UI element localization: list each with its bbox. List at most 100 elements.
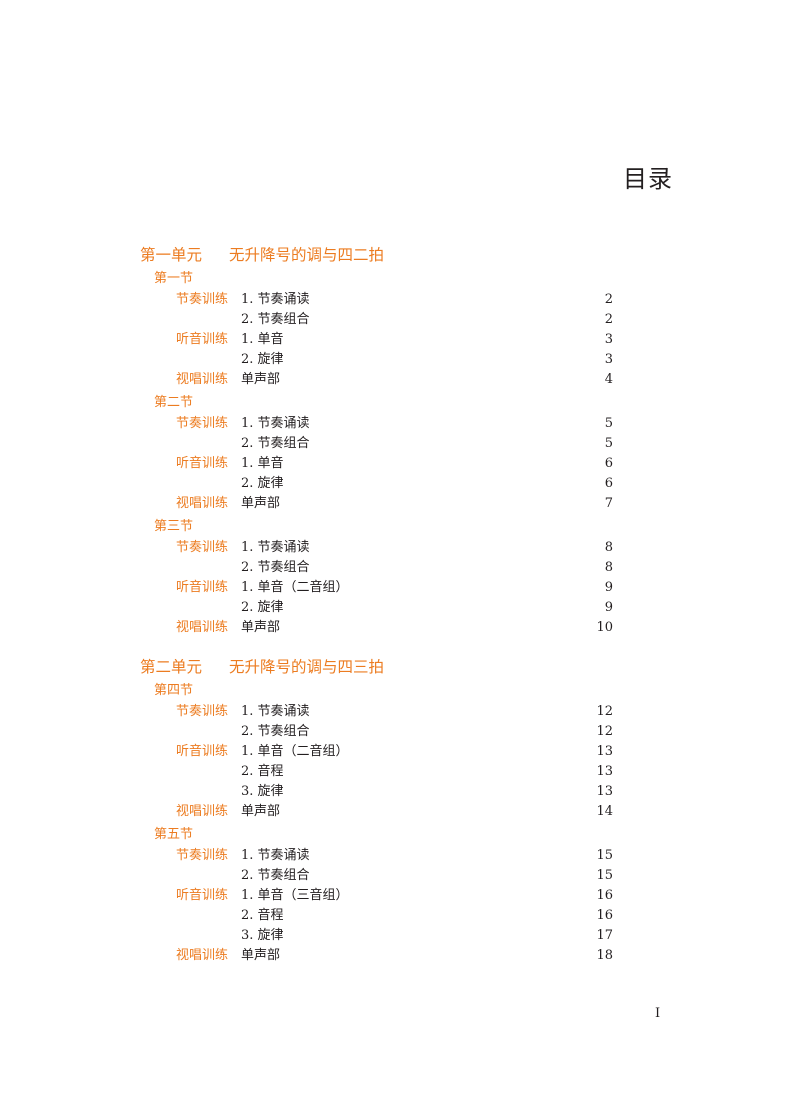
toc-item-label: 2. 节奏组合 <box>241 560 310 575</box>
toc-entry[interactable]: 2. 旋律 3 <box>0 350 800 370</box>
toc-page-number: 12 <box>596 704 613 719</box>
toc-item-label: 2. 节奏组合 <box>241 724 310 739</box>
toc-item-label: 单声部 <box>241 804 281 819</box>
toc-entry[interactable]: 3. 旋律 13 <box>0 782 800 802</box>
toc-entry[interactable]: 视唱训练 单声部 14 <box>0 802 800 822</box>
toc-category: 视唱训练 <box>175 372 228 387</box>
toc-category: 听音训练 <box>175 744 228 759</box>
table-of-contents: 第一单元 无升降号的调与四二拍 第一节 节奏训练 1. 节奏诵读 2 2. 节奏组合 2 听音训… <box>0 242 800 968</box>
section-title: 第五节 <box>154 827 194 842</box>
toc-page-number: 16 <box>596 888 613 903</box>
toc-item-label: 单声部 <box>241 496 281 511</box>
toc-page-number: 13 <box>596 744 613 759</box>
toc-entry[interactable]: 视唱训练 单声部 18 <box>0 946 800 966</box>
toc-category: 节奏训练 <box>175 416 228 431</box>
toc-entry[interactable]: 2. 旋律 9 <box>0 598 800 618</box>
toc-item-label: 2. 音程 <box>241 764 284 779</box>
toc-entry[interactable]: 节奏训练 1. 节奏诵读 15 <box>0 846 800 866</box>
toc-category: 视唱训练 <box>175 804 228 819</box>
toc-category: 视唱训练 <box>175 948 228 963</box>
section-title: 第四节 <box>154 683 194 698</box>
toc-entry[interactable]: 2. 旋律 6 <box>0 474 800 494</box>
toc-item-label: 1. 节奏诵读 <box>241 848 310 863</box>
toc-item-label: 单声部 <box>241 372 281 387</box>
section-heading[interactable]: 第三节 <box>0 516 800 538</box>
toc-page-number: 15 <box>596 868 613 883</box>
toc-page-number: 14 <box>596 804 613 819</box>
toc-entry[interactable]: 2. 音程 13 <box>0 762 800 782</box>
toc-page-number: 9 <box>604 580 613 595</box>
section-heading[interactable]: 第二节 <box>0 392 800 414</box>
toc-item-label: 1. 节奏诵读 <box>241 416 310 431</box>
unit-number: 第一单元 <box>140 246 203 264</box>
unit-heading[interactable]: 第二单元 无升降号的调与四三拍 <box>0 654 800 680</box>
toc-category: 节奏训练 <box>175 704 228 719</box>
toc-page-number: 2 <box>604 292 613 307</box>
toc-category: 听音训练 <box>175 580 228 595</box>
toc-item-label: 单声部 <box>241 620 281 635</box>
toc-item-label: 1. 单音（二音组） <box>241 580 349 595</box>
toc-item-label: 2. 旋律 <box>241 600 284 615</box>
toc-entry[interactable]: 听音训练 1. 单音 6 <box>0 454 800 474</box>
toc-page-number: 3 <box>604 352 613 367</box>
toc-item-label: 2. 音程 <box>241 908 284 923</box>
toc-entry[interactable]: 节奏训练 1. 节奏诵读 2 <box>0 290 800 310</box>
toc-entry[interactable]: 听音训练 1. 单音（三音组） 16 <box>0 886 800 906</box>
toc-entry[interactable]: 2. 节奏组合 12 <box>0 722 800 742</box>
section-heading[interactable]: 第四节 <box>0 680 800 702</box>
toc-entry[interactable]: 节奏训练 1. 节奏诵读 8 <box>0 538 800 558</box>
toc-entry[interactable]: 3. 旋律 17 <box>0 926 800 946</box>
toc-item-label: 单声部 <box>241 948 281 963</box>
toc-item-label: 2. 节奏组合 <box>241 312 310 327</box>
toc-entry[interactable]: 视唱训练 单声部 4 <box>0 370 800 390</box>
toc-page-number: 17 <box>596 928 613 943</box>
toc-item-label: 2. 旋律 <box>241 476 284 491</box>
toc-item-label: 2. 节奏组合 <box>241 436 310 451</box>
unit-heading[interactable]: 第一单元 无升降号的调与四二拍 <box>0 242 800 268</box>
toc-category: 视唱训练 <box>175 496 228 511</box>
toc-entry[interactable]: 节奏训练 1. 节奏诵读 5 <box>0 414 800 434</box>
toc-page-number: 5 <box>604 436 613 451</box>
toc-page-number: 5 <box>604 416 613 431</box>
section-title: 第二节 <box>154 395 194 410</box>
toc-item-label: 3. 旋律 <box>241 928 284 943</box>
toc-entry[interactable]: 听音训练 1. 单音 3 <box>0 330 800 350</box>
toc-item-label: 1. 节奏诵读 <box>241 704 310 719</box>
toc-entry[interactable]: 2. 节奏组合 8 <box>0 558 800 578</box>
section-title: 第一节 <box>154 271 194 286</box>
toc-entry[interactable]: 节奏训练 1. 节奏诵读 12 <box>0 702 800 722</box>
toc-page-number: 15 <box>596 848 613 863</box>
toc-entry[interactable]: 听音训练 1. 单音（二音组） 9 <box>0 578 800 598</box>
toc-category: 节奏训练 <box>175 848 228 863</box>
toc-entry[interactable]: 2. 节奏组合 15 <box>0 866 800 886</box>
toc-item-label: 2. 旋律 <box>241 352 284 367</box>
toc-category: 节奏训练 <box>175 540 228 555</box>
toc-entry[interactable]: 2. 节奏组合 5 <box>0 434 800 454</box>
toc-page-number: 12 <box>596 724 613 739</box>
toc-entry[interactable]: 2. 音程 16 <box>0 906 800 926</box>
toc-page-number: 6 <box>604 476 613 491</box>
section-heading[interactable]: 第一节 <box>0 268 800 290</box>
toc-page-number: 6 <box>604 456 613 471</box>
toc-item-label: 1. 单音（二音组） <box>241 744 349 759</box>
toc-page-number: 4 <box>604 372 613 387</box>
toc-entry[interactable]: 2. 节奏组合 2 <box>0 310 800 330</box>
toc-page-number: 8 <box>604 540 613 555</box>
toc-category: 听音训练 <box>175 456 228 471</box>
toc-item-label: 1. 单音（三音组） <box>241 888 349 903</box>
toc-entry[interactable]: 听音训练 1. 单音（二音组） 13 <box>0 742 800 762</box>
unit-title: 无升降号的调与四三拍 <box>229 658 385 676</box>
toc-entry[interactable]: 视唱训练 单声部 10 <box>0 618 800 638</box>
unit-title: 无升降号的调与四二拍 <box>229 246 385 264</box>
section-heading[interactable]: 第五节 <box>0 824 800 846</box>
section-title: 第三节 <box>154 519 194 534</box>
page-number: I <box>655 1006 661 1021</box>
toc-entry[interactable]: 视唱训练 单声部 7 <box>0 494 800 514</box>
toc-page-number: 18 <box>596 948 613 963</box>
unit-number: 第二单元 <box>140 658 203 676</box>
toc-item-label: 1. 节奏诵读 <box>241 292 310 307</box>
toc-item-label: 2. 节奏组合 <box>241 868 310 883</box>
toc-page-number: 3 <box>604 332 613 347</box>
toc-category: 节奏训练 <box>175 292 228 307</box>
toc-page-number: 10 <box>596 620 613 635</box>
